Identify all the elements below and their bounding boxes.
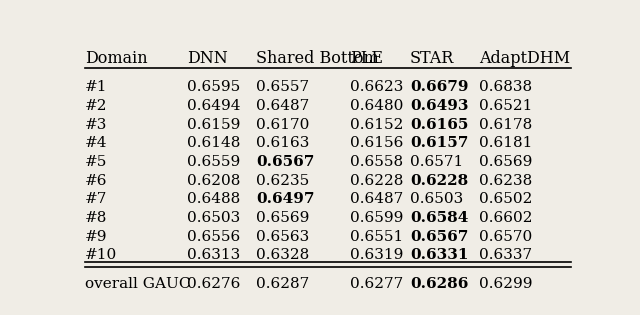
Text: 0.6487: 0.6487 <box>350 192 404 206</box>
Text: 0.6157: 0.6157 <box>410 136 468 150</box>
Text: 0.6276: 0.6276 <box>187 278 240 291</box>
Text: Shared Bottom: Shared Bottom <box>256 50 379 67</box>
Text: 0.6328: 0.6328 <box>256 248 309 262</box>
Text: #5: #5 <box>85 155 108 169</box>
Text: 0.6503: 0.6503 <box>187 211 240 225</box>
Text: 0.6502: 0.6502 <box>479 192 532 206</box>
Text: 0.6181: 0.6181 <box>479 136 532 150</box>
Text: 0.6148: 0.6148 <box>187 136 240 150</box>
Text: 0.6331: 0.6331 <box>410 248 468 262</box>
Text: #1: #1 <box>85 80 108 94</box>
Text: 0.6497: 0.6497 <box>256 192 315 206</box>
Text: 0.6208: 0.6208 <box>187 174 240 188</box>
Text: 0.6238: 0.6238 <box>479 174 532 188</box>
Text: 0.6152: 0.6152 <box>350 117 404 132</box>
Text: 0.6563: 0.6563 <box>256 230 309 244</box>
Text: 0.6165: 0.6165 <box>410 117 468 132</box>
Text: 0.6287: 0.6287 <box>256 278 309 291</box>
Text: 0.6299: 0.6299 <box>479 278 532 291</box>
Text: 0.6679: 0.6679 <box>410 80 468 94</box>
Text: overall GAUC: overall GAUC <box>85 278 191 291</box>
Text: 0.6487: 0.6487 <box>256 99 309 113</box>
Text: 0.6551: 0.6551 <box>350 230 404 244</box>
Text: #2: #2 <box>85 99 108 113</box>
Text: #10: #10 <box>85 248 117 262</box>
Text: 0.6570: 0.6570 <box>479 230 532 244</box>
Text: 0.6521: 0.6521 <box>479 99 532 113</box>
Text: 0.6228: 0.6228 <box>350 174 404 188</box>
Text: 0.6178: 0.6178 <box>479 117 532 132</box>
Text: #4: #4 <box>85 136 108 150</box>
Text: #7: #7 <box>85 192 108 206</box>
Text: 0.6569: 0.6569 <box>479 155 532 169</box>
Text: Domain: Domain <box>85 50 148 67</box>
Text: 0.6319: 0.6319 <box>350 248 404 262</box>
Text: #6: #6 <box>85 174 108 188</box>
Text: 0.6235: 0.6235 <box>256 174 309 188</box>
Text: 0.6599: 0.6599 <box>350 211 404 225</box>
Text: 0.6556: 0.6556 <box>187 230 240 244</box>
Text: 0.6567: 0.6567 <box>256 155 314 169</box>
Text: 0.6313: 0.6313 <box>187 248 240 262</box>
Text: #8: #8 <box>85 211 108 225</box>
Text: 0.6571: 0.6571 <box>410 155 463 169</box>
Text: 0.6228: 0.6228 <box>410 174 468 188</box>
Text: 0.6623: 0.6623 <box>350 80 404 94</box>
Text: #9: #9 <box>85 230 108 244</box>
Text: STAR: STAR <box>410 50 454 67</box>
Text: 0.6170: 0.6170 <box>256 117 310 132</box>
Text: 0.6838: 0.6838 <box>479 80 532 94</box>
Text: #3: #3 <box>85 117 108 132</box>
Text: 0.6584: 0.6584 <box>410 211 468 225</box>
Text: 0.6602: 0.6602 <box>479 211 532 225</box>
Text: 0.6480: 0.6480 <box>350 99 404 113</box>
Text: 0.6567: 0.6567 <box>410 230 468 244</box>
Text: PLE: PLE <box>350 50 383 67</box>
Text: 0.6503: 0.6503 <box>410 192 463 206</box>
Text: 0.6163: 0.6163 <box>256 136 310 150</box>
Text: 0.6156: 0.6156 <box>350 136 404 150</box>
Text: 0.6337: 0.6337 <box>479 248 532 262</box>
Text: 0.6559: 0.6559 <box>187 155 240 169</box>
Text: 0.6557: 0.6557 <box>256 80 309 94</box>
Text: 0.6494: 0.6494 <box>187 99 240 113</box>
Text: 0.6159: 0.6159 <box>187 117 240 132</box>
Text: 0.6488: 0.6488 <box>187 192 240 206</box>
Text: AdaptDHM: AdaptDHM <box>479 50 570 67</box>
Text: 0.6493: 0.6493 <box>410 99 468 113</box>
Text: 0.6569: 0.6569 <box>256 211 310 225</box>
Text: 0.6286: 0.6286 <box>410 278 468 291</box>
Text: 0.6277: 0.6277 <box>350 278 404 291</box>
Text: 0.6595: 0.6595 <box>187 80 240 94</box>
Text: 0.6558: 0.6558 <box>350 155 403 169</box>
Text: DNN: DNN <box>187 50 227 67</box>
